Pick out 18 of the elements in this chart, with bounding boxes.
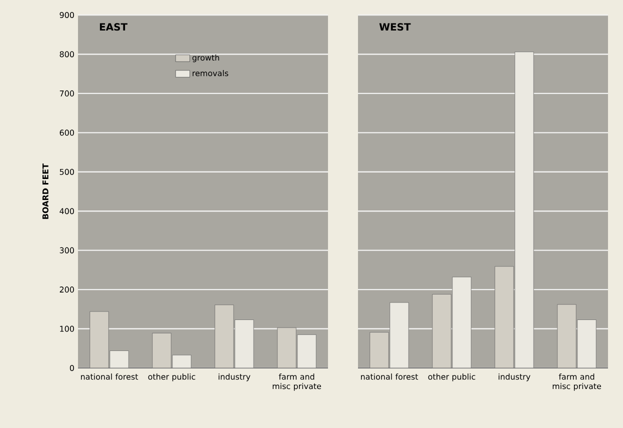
bar xyxy=(577,320,596,368)
bar xyxy=(234,320,254,368)
bar xyxy=(494,266,514,368)
bar xyxy=(214,304,234,368)
bar xyxy=(90,311,109,368)
bar xyxy=(370,332,389,368)
bar xyxy=(432,294,452,368)
text: WEST xyxy=(379,23,411,31)
bar xyxy=(452,276,472,368)
bar xyxy=(152,332,172,368)
text: EAST xyxy=(100,23,128,31)
bar xyxy=(297,334,316,368)
bar xyxy=(277,327,296,368)
bar xyxy=(172,355,192,368)
bar xyxy=(110,350,129,368)
bar xyxy=(514,52,534,368)
bar xyxy=(390,302,409,368)
bar xyxy=(557,304,576,368)
